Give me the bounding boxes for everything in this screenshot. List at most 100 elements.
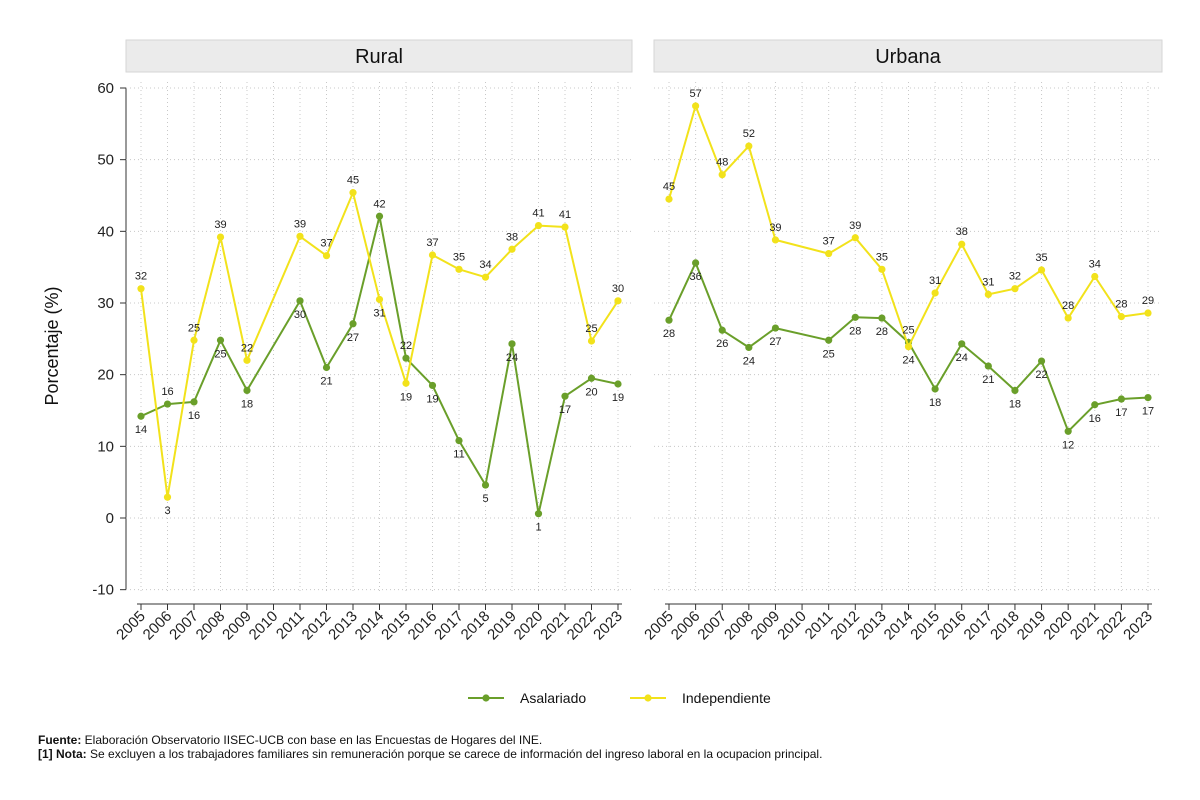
data-point-independiente [1037,266,1046,274]
y-tick-label: -10 [92,582,114,599]
x-tick-label: 2017 [961,608,997,644]
data-label-independiente: 35 [876,251,888,263]
data-label-independiente: 45 [347,175,359,187]
y-axis-title: Porcentaje (%) [42,286,62,405]
data-label-asalariado: 42 [373,198,385,210]
data-label-asalariado: 24 [956,352,968,364]
data-label-independiente: 28 [1062,300,1074,312]
data-point-asalariado [1037,357,1046,365]
data-label-independiente: 31 [929,275,941,287]
data-label-independiente: 39 [849,220,861,232]
data-point-independiente [851,234,859,242]
data-point-independiente [1144,309,1152,317]
data-label-independiente: 48 [716,157,728,169]
data-point-independiente [904,343,913,351]
data-label-independiente: 37 [426,237,438,249]
series-line-asalariado [668,261,1149,433]
data-label-asalariado: 19 [612,392,624,404]
data-point-asalariado [296,297,304,305]
x-tick-label: 2008 [721,608,757,644]
data-point-independiente [455,265,463,273]
data-label-independiente: 57 [689,88,701,100]
data-point-independiente [190,336,198,344]
data-label-asalariado: 17 [559,404,571,416]
panel-title: Urbana [875,46,941,68]
data-point-asalariado [958,340,966,348]
data-label-independiente: 29 [1142,295,1154,307]
x-tick-label: 2009 [748,608,784,644]
data-label-independiente: 38 [956,226,968,238]
data-point-independiente [428,251,437,259]
x-tick-label: 2015 [907,608,943,644]
data-point-asalariado [1011,386,1019,395]
data-label-asalariado: 5 [482,493,488,505]
y-tick-label: 0 [106,510,114,527]
x-tick-label: 2023 [1120,608,1156,644]
data-label-asalariado: 21 [320,376,332,388]
data-label-asalariado: 17 [1115,407,1127,419]
data-point-independiente [878,265,886,273]
data-label-asalariado: 25 [214,348,226,360]
data-point-independiente [322,252,331,260]
data-point-asalariado [216,336,225,344]
data-label-asalariado: 18 [1009,398,1021,410]
data-point-independiente [1011,285,1019,293]
data-label-independiente: 34 [479,259,491,271]
data-point-asalariado [771,324,780,332]
x-tick-label: 2014 [881,608,917,644]
data-point-independiente [296,232,304,240]
data-point-independiente [984,290,992,298]
x-tick-label: 2011 [273,608,308,643]
data-label-asalariado: 24 [506,352,518,364]
data-point-independiente [745,142,753,150]
data-point-asalariado [481,481,490,489]
note-label: [1] Nota: [38,747,87,761]
footnotes: Fuente: Elaboración Observatorio IISEC-U… [38,733,822,761]
data-point-asalariado [718,326,726,334]
x-tick-label: 2006 [140,608,176,644]
data-label-asalariado: 14 [135,424,147,436]
data-point-asalariado [402,354,410,362]
data-label-asalariado: 28 [876,326,888,338]
x-tick-label: 2005 [641,608,677,644]
data-point-asalariado [322,363,331,372]
x-tick-label: 2017 [431,608,467,644]
data-point-independiente [958,240,966,248]
y-tick-label: 20 [97,367,114,384]
data-point-asalariado [1091,401,1099,409]
data-label-independiente: 35 [453,251,465,263]
x-tick-label: 2023 [590,608,626,644]
x-tick-label: 2021 [1067,608,1103,644]
data-point-asalariado [534,510,543,518]
data-label-asalariado: 16 [161,386,173,398]
data-label-independiente: 45 [663,181,675,193]
data-point-asalariado [984,362,992,370]
data-label-asalariado: 22 [1035,369,1047,381]
data-point-asalariado [375,212,384,220]
data-point-asalariado [190,398,198,406]
data-point-asalariado [561,392,569,400]
data-point-asalariado [614,380,622,388]
series-line-asalariado [140,215,619,515]
x-tick-label: 2014 [352,608,388,644]
y-tick-label: 30 [97,295,114,312]
data-point-independiente [481,273,490,281]
data-label-asalariado: 28 [663,328,675,340]
data-label-asalariado: 22 [400,340,412,352]
x-tick-label: 2012 [299,608,335,644]
x-tick-label: 2013 [854,608,890,644]
data-point-asalariado [1064,427,1072,435]
data-point-independiente [163,493,172,501]
x-tick-label: 2015 [378,608,414,644]
panel-header [125,39,633,73]
data-point-asalariado [1144,394,1152,402]
source-note: Fuente: Elaboración Observatorio IISEC-U… [38,733,822,747]
note-text: Se excluyen a los trabajadores familiare… [86,747,823,761]
data-point-independiente [771,236,780,244]
data-point-independiente [1064,314,1072,322]
data-point-independiente [534,222,543,230]
x-tick-label: 2021 [537,608,573,644]
panel-header [653,39,1163,73]
data-point-independiente [614,297,622,305]
